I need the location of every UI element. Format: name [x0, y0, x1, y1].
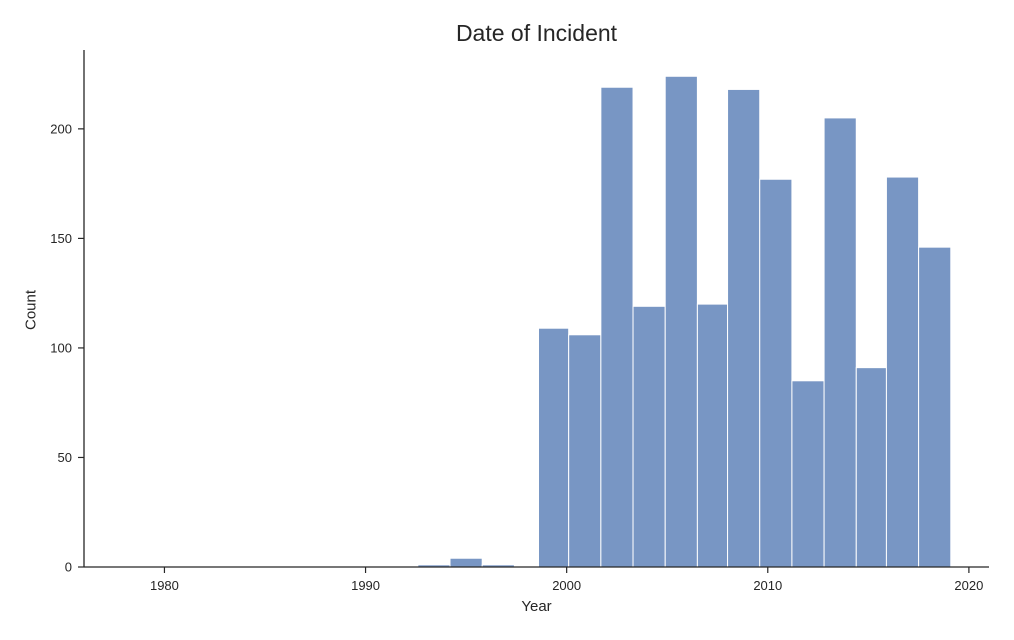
histogram-bar [538, 327, 570, 568]
chart-title: Date of Incident [455, 20, 618, 46]
histogram-bar [664, 75, 698, 568]
histogram-bar [759, 178, 793, 568]
histogram-bar [791, 380, 825, 568]
x-tick-label: 2000 [552, 578, 581, 593]
y-tick-label: 50 [58, 450, 72, 465]
y-tick-label: 0 [65, 560, 72, 575]
histogram-bar [885, 176, 920, 568]
x-tick-label: 2010 [753, 578, 782, 593]
x-tick-label: 1980 [150, 578, 179, 593]
y-axis-label: Count [22, 289, 40, 331]
histogram-bar [918, 246, 952, 568]
histogram-bar [823, 117, 857, 568]
histogram-bar [727, 88, 761, 568]
y-tick-label: 100 [50, 340, 72, 355]
histogram-bar [600, 86, 634, 568]
histogram-bar [696, 303, 729, 568]
y-tick-label: 200 [50, 121, 72, 136]
x-tick-label: 2020 [954, 578, 983, 593]
y-tick-label: 150 [50, 231, 72, 246]
histogram-bar [855, 367, 887, 568]
x-tick-label: 1990 [351, 578, 380, 593]
histogram-bar [632, 305, 666, 568]
histogram-bar [449, 557, 483, 568]
x-axis-label: Year [521, 598, 552, 615]
histogram-bar [568, 334, 602, 568]
